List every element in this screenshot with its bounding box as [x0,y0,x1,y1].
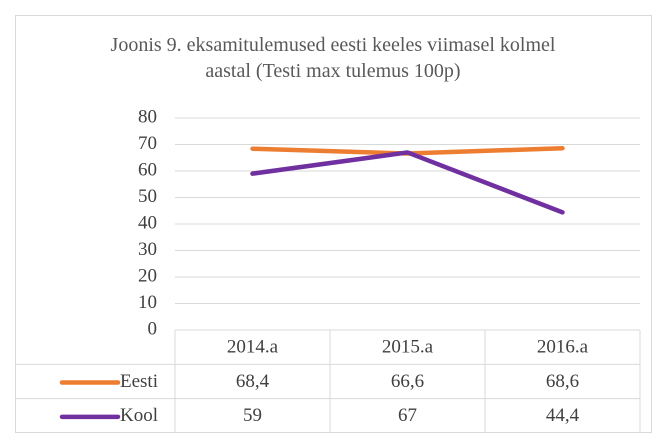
legend-label: Kool [120,405,158,426]
series-line [250,150,565,215]
y-tick-label: 60 [138,159,157,180]
chart-title: Joonis 9. eksamitulemused eesti keeles v… [110,34,556,82]
chart-border [15,15,652,433]
x-tick-label: 2015.a [382,337,434,358]
y-tick-label: 80 [138,106,157,127]
table-value: 66,6 [391,371,424,392]
table-value: 44,4 [546,405,580,426]
x-tick-label: 2016.a [537,337,589,358]
y-tick-label: 10 [138,292,157,313]
table-value: 67 [398,405,417,426]
y-tick-label: 20 [138,265,157,286]
y-tick-label: 50 [138,186,157,207]
y-tick-label: 30 [138,239,157,260]
legend-label: Eesti [120,371,158,392]
y-tick-label: 40 [138,212,157,233]
table-value: 68,6 [546,371,579,392]
y-tick-label: 70 [138,133,157,154]
table-value: 59 [243,405,262,426]
x-tick-label: 2014.a [227,337,279,358]
table-value: 68,4 [236,371,270,392]
y-tick-label: 0 [148,318,158,339]
